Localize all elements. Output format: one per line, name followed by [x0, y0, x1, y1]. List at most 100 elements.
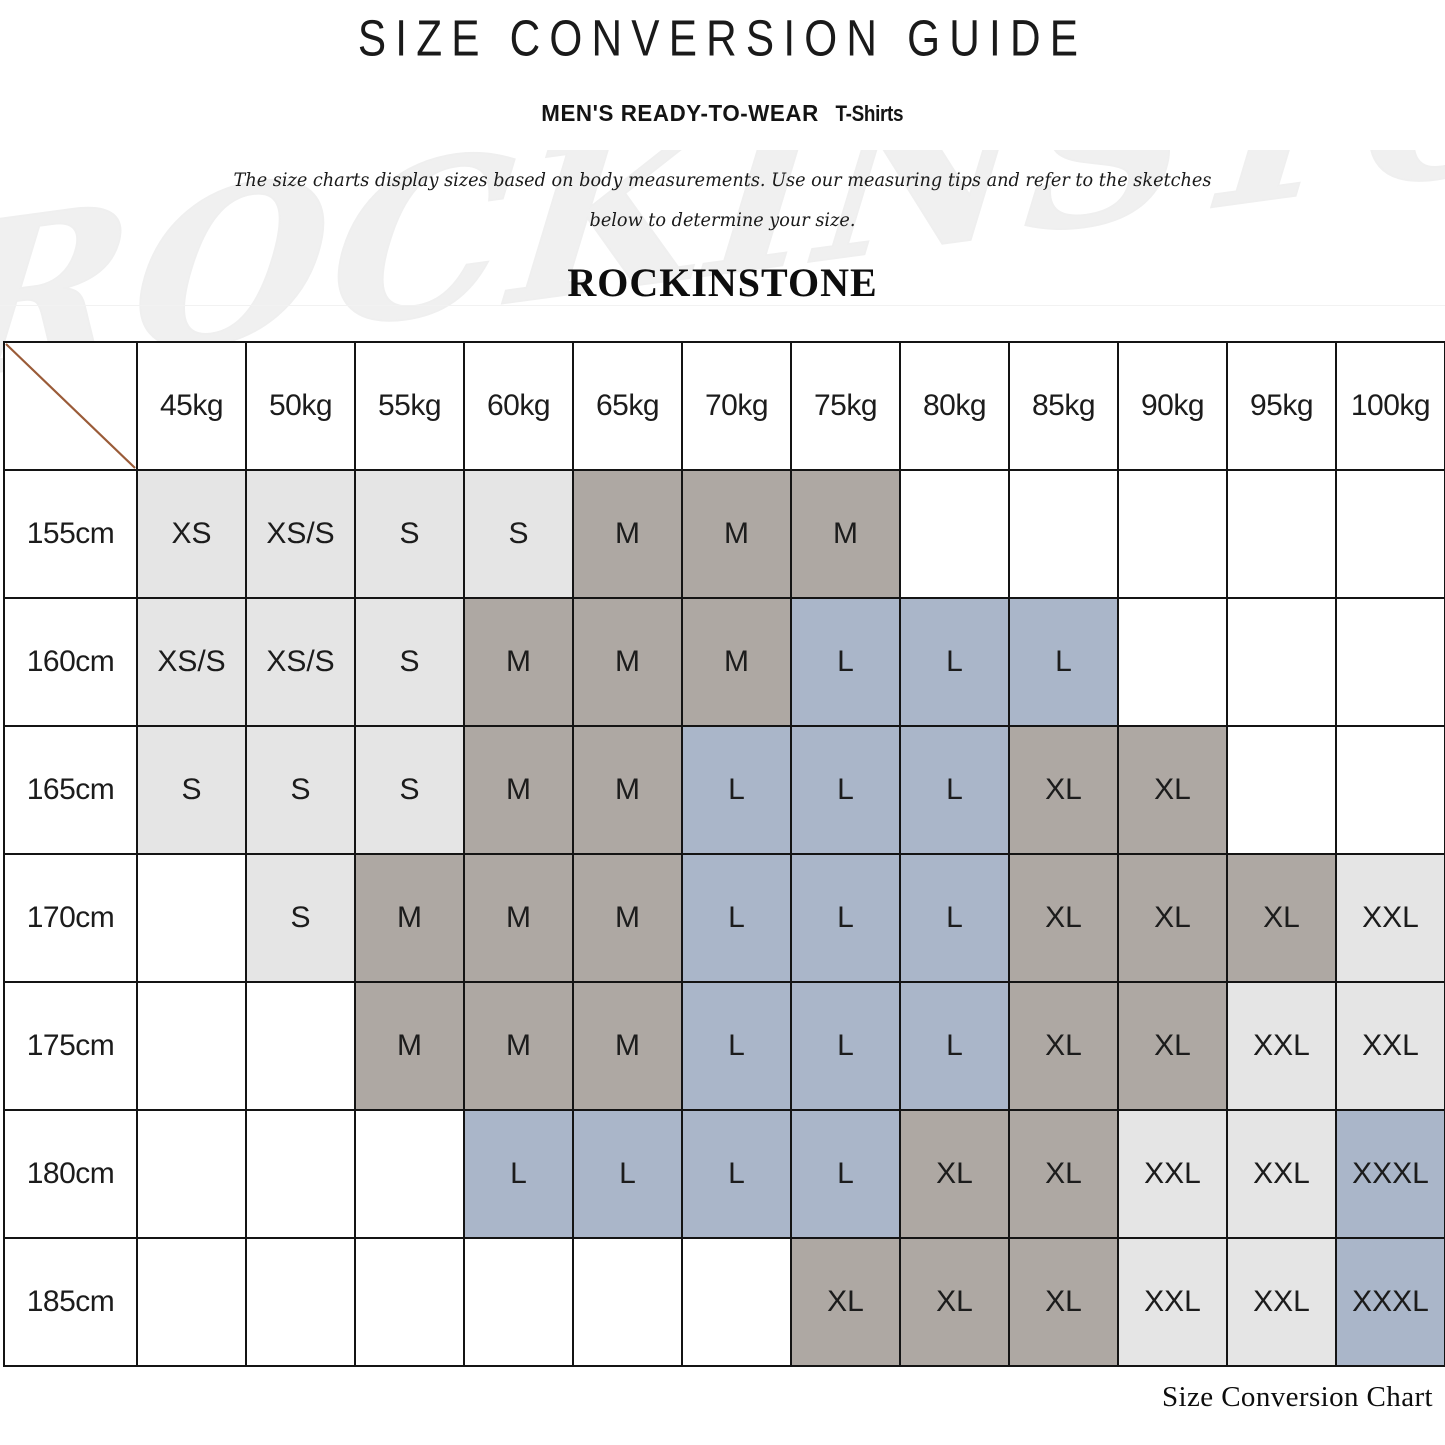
size-cell	[245, 1237, 356, 1368]
size-cell: XXL	[1226, 1237, 1337, 1368]
row-header-height: 155cm	[3, 469, 138, 600]
size-cell: XXL	[1226, 1109, 1337, 1240]
size-cell	[354, 1109, 465, 1240]
size-cell	[899, 469, 1010, 600]
table-corner-cell	[3, 341, 138, 472]
column-header-weight: 45kg	[136, 341, 247, 472]
size-cell: S	[136, 725, 247, 856]
size-cell	[354, 1237, 465, 1368]
page-title: SIZE CONVERSION GUIDE	[357, 9, 1088, 67]
size-conversion-table: 45kg 50kg 55kg 60kg 65kg 70kg 75kg 80kg 85kg 90kg…	[3, 341, 1445, 1368]
size-cell: S	[354, 725, 465, 856]
size-cell: XS/S	[136, 597, 247, 728]
size-cell: XL	[1117, 853, 1228, 984]
size-cell	[136, 1109, 247, 1240]
table-row: 160cm XS/S XS/S S M M M L L L	[3, 597, 1445, 728]
size-cell: L	[572, 1109, 683, 1240]
size-cell: L	[681, 725, 792, 856]
size-cell	[1008, 469, 1119, 600]
size-cell: M	[572, 981, 683, 1112]
size-cell: S	[245, 853, 356, 984]
brand-name: ROCKINSTONE	[567, 260, 878, 306]
size-cell: XXL	[1117, 1237, 1228, 1368]
row-header-height: 160cm	[3, 597, 138, 728]
size-cell: L	[681, 1109, 792, 1240]
table-row: 185cm XL XL XL XXL XXL XXXL	[3, 1237, 1445, 1368]
subtitle-garment: T-Shirts	[835, 101, 903, 127]
size-cell: M	[572, 597, 683, 728]
table-row: 175cm M M M L L L XL XL XXL XXL	[3, 981, 1445, 1112]
size-chart-wrapper: 45kg 50kg 55kg 60kg 65kg 70kg 75kg 80kg 85kg 90kg…	[0, 341, 1445, 1368]
size-cell: XL	[899, 1237, 1010, 1368]
page-header: SIZE CONVERSION GUIDE MEN'S READY-TO-WEA…	[0, 0, 1445, 306]
table-row: 180cm L L L L XL XL XXL XXL XXXL	[3, 1109, 1445, 1240]
description: The size charts display sizes based on b…	[51, 161, 1395, 241]
size-cell: L	[790, 981, 901, 1112]
row-header-height: 175cm	[3, 981, 138, 1112]
size-cell: S	[463, 469, 574, 600]
size-cell: XL	[1008, 981, 1119, 1112]
size-cell	[136, 1237, 247, 1368]
size-cell: M	[354, 853, 465, 984]
subtitle: MEN'S READY-TO-WEAR T-Shirts	[0, 100, 1445, 127]
size-cell	[572, 1237, 683, 1368]
row-header-height: 180cm	[3, 1109, 138, 1240]
table-row: 155cm XS XS/S S S M M M	[3, 469, 1445, 600]
column-header-weight: 75kg	[790, 341, 901, 472]
size-cell	[136, 853, 247, 984]
row-header-height: 185cm	[3, 1237, 138, 1368]
column-header-weight: 80kg	[899, 341, 1010, 472]
size-cell: XXXL	[1335, 1237, 1445, 1368]
size-cell	[681, 1237, 792, 1368]
size-cell: M	[463, 853, 574, 984]
size-cell: L	[681, 981, 792, 1112]
size-cell: XS/S	[245, 597, 356, 728]
diagonal-divider-icon	[6, 344, 135, 469]
column-header-weight: 95kg	[1226, 341, 1337, 472]
size-cell: XL	[1008, 1109, 1119, 1240]
size-cell: XS	[136, 469, 247, 600]
size-cell: XL	[1117, 725, 1228, 856]
size-cell: M	[572, 725, 683, 856]
size-cell: M	[463, 597, 574, 728]
table-row: 165cm S S S M M L L L XL XL	[3, 725, 1445, 856]
size-cell: L	[790, 597, 901, 728]
size-cell: L	[899, 853, 1010, 984]
column-header-weight: 100kg	[1335, 341, 1445, 472]
size-cell: L	[790, 1109, 901, 1240]
size-cell: L	[1008, 597, 1119, 728]
size-cell: XXL	[1117, 1109, 1228, 1240]
size-cell: XXL	[1335, 981, 1445, 1112]
size-cell: XL	[1008, 725, 1119, 856]
size-cell: L	[899, 981, 1010, 1112]
column-header-weight: 55kg	[354, 341, 465, 472]
size-cell: S	[354, 469, 465, 600]
size-cell: XL	[1008, 853, 1119, 984]
size-cell: M	[463, 981, 574, 1112]
size-cell	[136, 981, 247, 1112]
size-cell	[1117, 597, 1228, 728]
size-cell	[245, 981, 356, 1112]
size-cell: S	[245, 725, 356, 856]
footer-caption: Size Conversion Chart	[1162, 1381, 1433, 1414]
page-footer: Size Conversion Chart	[0, 1367, 1445, 1414]
size-cell	[1117, 469, 1228, 600]
size-cell: L	[899, 597, 1010, 728]
size-cell: M	[681, 597, 792, 728]
size-cell: XS/S	[245, 469, 356, 600]
column-header-weight: 85kg	[1008, 341, 1119, 472]
size-cell	[1226, 469, 1337, 600]
size-cell: XXL	[1226, 981, 1337, 1112]
table-row: 170cm S M M M L L L XL XL XL XXL	[3, 853, 1445, 984]
column-header-weight: 90kg	[1117, 341, 1228, 472]
size-cell	[245, 1109, 356, 1240]
size-cell: L	[790, 725, 901, 856]
size-cell: M	[572, 853, 683, 984]
size-cell: M	[790, 469, 901, 600]
column-header-weight: 65kg	[572, 341, 683, 472]
size-cell: XL	[790, 1237, 901, 1368]
description-line-1: The size charts display sizes based on b…	[233, 169, 1212, 192]
size-cell	[1335, 725, 1445, 856]
size-cell: L	[790, 853, 901, 984]
size-cell: XL	[1008, 1237, 1119, 1368]
